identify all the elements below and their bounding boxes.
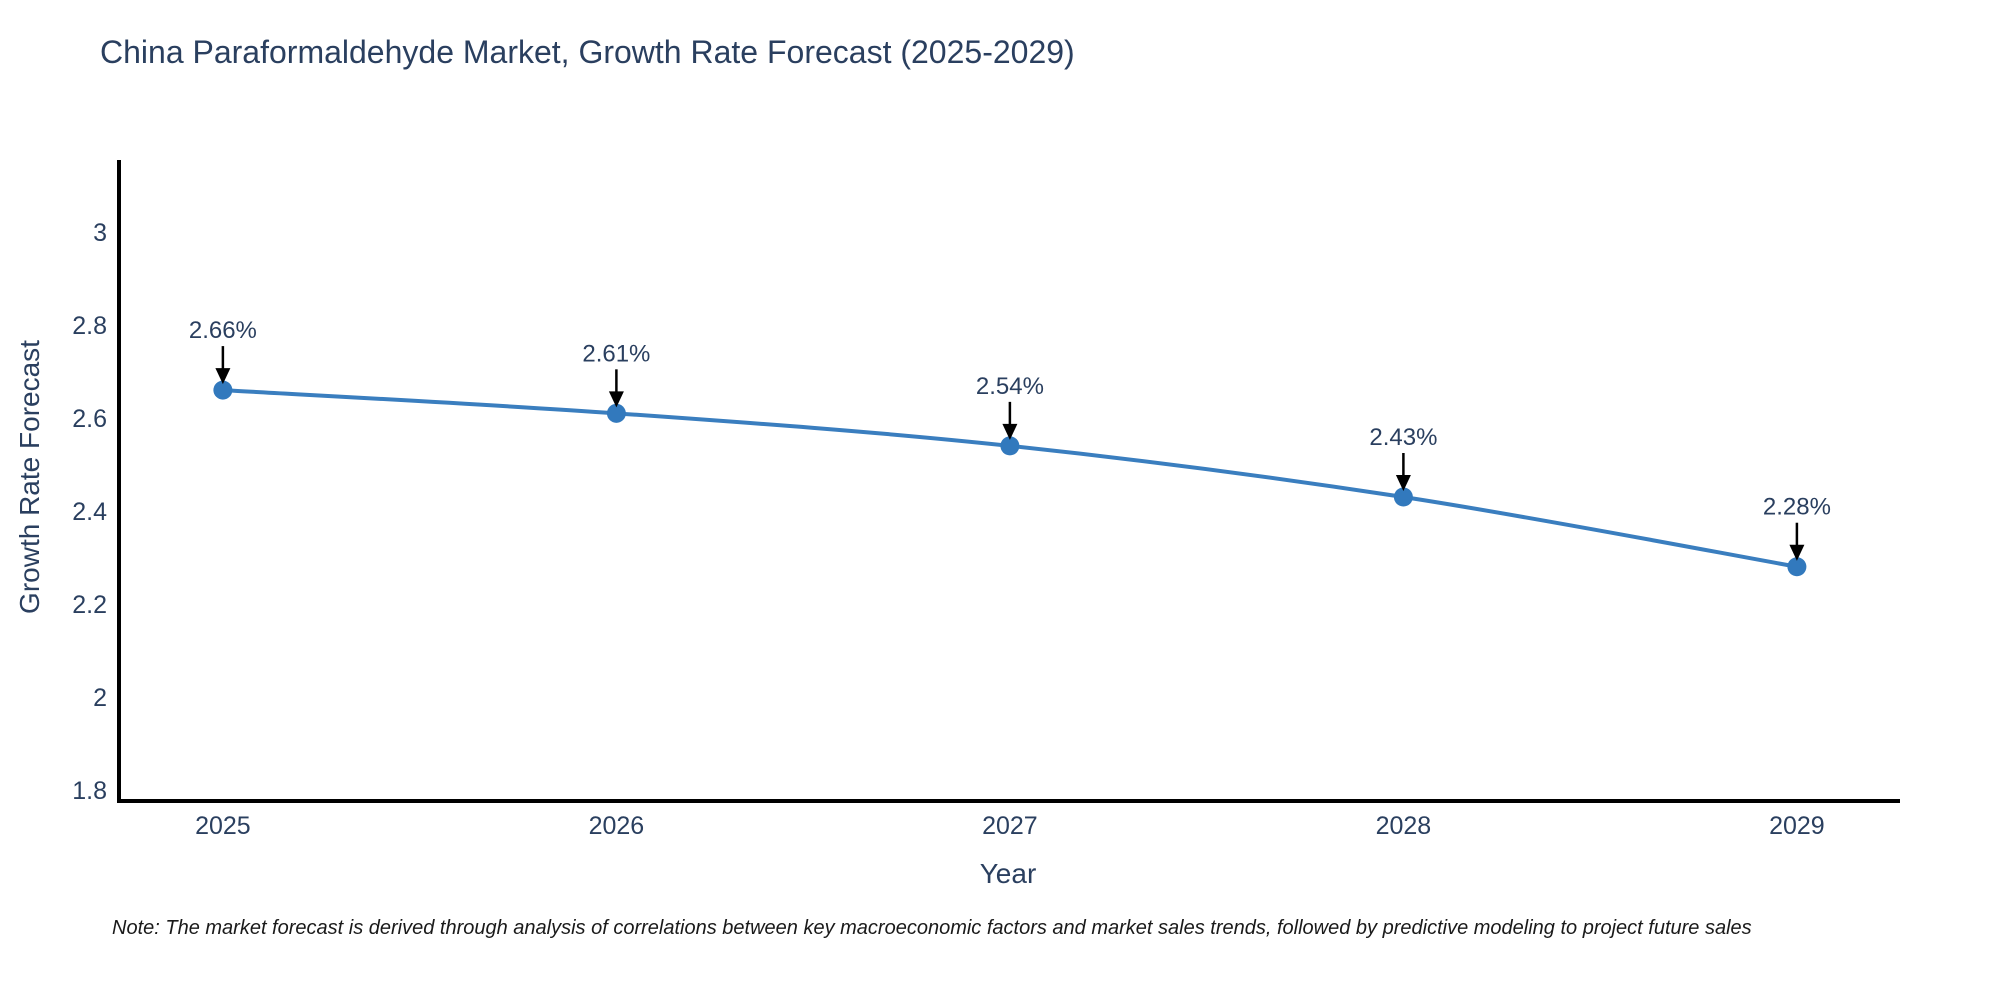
footnote: Note: The market forecast is derived thr… [112, 917, 1752, 939]
y-tick-label: 2.6 [72, 405, 107, 433]
chart-title: China Paraformaldehyde Market, Growth Ra… [100, 34, 1075, 70]
x-tick-label: 2026 [589, 812, 645, 840]
data-point [1000, 436, 1020, 456]
y-tick-label: 2 [93, 684, 107, 712]
data-point [606, 403, 626, 423]
y-tick-label: 2.8 [72, 312, 107, 340]
data-point [1393, 487, 1413, 507]
data-point-label: 2.43% [1369, 424, 1437, 451]
annotation-arrowhead [608, 391, 624, 408]
annotation-arrowhead [1002, 423, 1018, 440]
x-axis-title: Year [979, 858, 1037, 889]
data-point [213, 380, 233, 400]
data-point-label: 2.28% [1763, 494, 1831, 521]
annotation-arrowhead [1789, 544, 1805, 561]
y-tick-label: 2.4 [72, 498, 107, 526]
x-tick-label: 2029 [1769, 812, 1825, 840]
x-tick-label: 2025 [195, 812, 251, 840]
data-point-label: 2.66% [189, 317, 257, 344]
data-point [1787, 557, 1807, 577]
x-tick-label: 2027 [982, 812, 1038, 840]
annotation-arrowhead [215, 368, 231, 385]
annotation-arrowhead [1395, 475, 1411, 492]
x-tick-label: 2028 [1376, 812, 1432, 840]
data-point-label: 2.54% [976, 373, 1044, 400]
y-tick-label: 2.2 [72, 591, 107, 619]
y-tick-label: 3 [93, 219, 107, 247]
y-tick-label: 1.8 [72, 777, 107, 805]
data-point-label: 2.61% [582, 340, 650, 367]
